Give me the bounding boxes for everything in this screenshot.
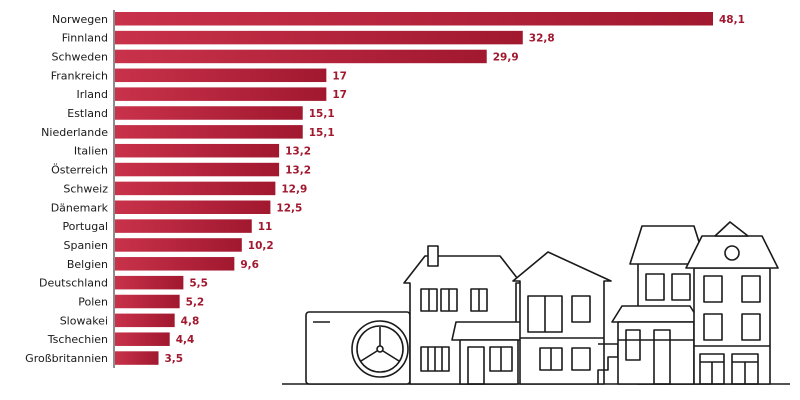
category-label: Portugal	[62, 220, 108, 233]
value-label: 4,8	[181, 315, 200, 327]
bar	[115, 332, 170, 346]
bars-layer: Norwegen 48,1 Finnland 32,8 Schweden 29,9 Fran…	[25, 12, 745, 365]
value-label: 15,1	[309, 127, 335, 139]
value-label: 15,1	[309, 108, 335, 120]
category-label: Slowakei	[60, 314, 108, 327]
value-label: 32,8	[529, 33, 555, 45]
bar	[115, 12, 713, 26]
value-label: 12,9	[281, 183, 307, 195]
category-label: Polen	[78, 296, 108, 309]
category-label: Dänemark	[51, 201, 109, 214]
value-label: 5,2	[186, 297, 205, 309]
bar	[115, 275, 184, 290]
bar	[115, 68, 327, 83]
bar	[115, 200, 271, 214]
bar	[115, 49, 487, 64]
bar	[115, 30, 523, 45]
value-label: 9,6	[240, 259, 259, 271]
bar	[115, 294, 180, 309]
value-label: 10,2	[248, 240, 274, 252]
bar	[115, 313, 175, 328]
row-of-houses-with-heat-pump-icon	[282, 221, 790, 385]
value-label: 13,2	[285, 146, 311, 158]
value-label: 48,1	[719, 14, 745, 26]
category-label: Frankreich	[51, 69, 108, 82]
category-label: Schweiz	[63, 182, 108, 195]
category-label: Belgien	[67, 258, 108, 271]
category-label: Schweden	[52, 50, 109, 63]
value-label: 12,5	[276, 202, 302, 214]
category-label: Norwegen	[52, 13, 108, 26]
category-label: Tschechien	[47, 333, 108, 346]
bar	[115, 257, 235, 271]
category-label: Spanien	[64, 239, 109, 252]
value-label: 17	[332, 70, 347, 82]
category-label: Estland	[67, 107, 108, 120]
value-label: 5,5	[189, 278, 208, 290]
bar	[115, 143, 280, 158]
bar	[115, 181, 276, 196]
bar	[115, 162, 280, 177]
bar	[115, 219, 252, 233]
value-label: 3,5	[165, 353, 184, 365]
category-label: Irland	[76, 88, 108, 101]
bar	[115, 87, 327, 101]
bar	[115, 125, 303, 139]
bar	[115, 351, 159, 365]
value-label: 13,2	[285, 165, 311, 177]
value-label: 17	[332, 89, 347, 101]
value-label: 11	[258, 221, 273, 233]
category-label: Italien	[74, 145, 108, 158]
category-label: Deutschland	[39, 277, 108, 290]
category-label: Niederlande	[41, 126, 108, 139]
value-label: 29,9	[493, 51, 519, 63]
value-label: 4,4	[176, 334, 195, 346]
category-label: Finnland	[62, 32, 108, 45]
category-label: Großbritannien	[25, 352, 108, 365]
category-label: Österreich	[51, 164, 108, 177]
bar	[115, 238, 242, 252]
bar	[115, 106, 303, 120]
